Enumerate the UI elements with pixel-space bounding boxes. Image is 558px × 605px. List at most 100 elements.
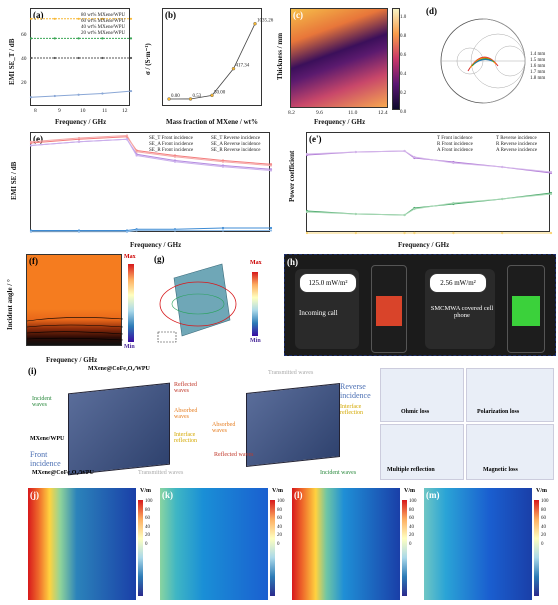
- field-colorbar: [270, 500, 275, 596]
- legend-item: SE_A Reverse incidence: [211, 142, 261, 147]
- panel-e2-xlabel: Frequency / GHz: [398, 241, 450, 249]
- data-point: [305, 231, 309, 235]
- panel-i-label: (i): [28, 366, 37, 376]
- data-point: [354, 150, 357, 154]
- front-label: Front incidence: [30, 450, 61, 468]
- data-point: [29, 230, 33, 233]
- data-point: [403, 149, 406, 153]
- top-label: MXene@CoFe₂O₄/WPU: [88, 366, 150, 372]
- data-point: [231, 66, 236, 71]
- panel-a: (a) 80 wt% MXene/WPU 60 wt% MXene/WPU 40…: [0, 0, 140, 130]
- data-label: 1035.26: [257, 19, 274, 24]
- legend-item: 1.4 mm: [530, 52, 546, 57]
- x-tick: 12.4: [378, 110, 388, 116]
- data-point: [413, 155, 416, 159]
- data-point: [413, 207, 416, 211]
- panel-e-ylabel: EMI SE / dB: [10, 161, 18, 200]
- data-point: [77, 17, 80, 20]
- data-point: [167, 97, 171, 101]
- absorbed-label: Absorbed waves: [174, 408, 198, 420]
- data-point: [549, 231, 553, 235]
- panel-a-plot: [29, 17, 133, 99]
- legend-item: T Front incidence: [437, 136, 473, 141]
- panel-e-xlabel: Frequency / GHz: [130, 241, 182, 249]
- cbar-tick: 100: [145, 499, 153, 504]
- cbar-tick: 80: [541, 507, 546, 513]
- cbar-tick: 1.0: [400, 15, 407, 20]
- data-point: [269, 229, 273, 232]
- mxwpu-label: MXene/WPU: [30, 436, 65, 442]
- panel-b-plot: 0.00 0.53 50.00 417.34 1035.26: [167, 19, 274, 101]
- cbar-tick: 100: [541, 499, 549, 504]
- legend-item: 40 wt% MXene/WPU: [81, 25, 126, 30]
- reflected-label: Reflected waves: [174, 382, 197, 394]
- cbar-tick: 20: [409, 533, 414, 539]
- panel-f: (f) Max Min Incident angle / ° Frequency…: [0, 250, 150, 368]
- series-line: [30, 90, 132, 98]
- panel-d-label: (d): [426, 6, 437, 16]
- cbar-tick: 80: [277, 507, 282, 513]
- field-l: (l): [292, 488, 400, 600]
- legend-item: R Front incidence: [437, 142, 473, 147]
- field-ticks: 100 80 60 40 20 0: [541, 498, 549, 550]
- panel-e2-label: (e'): [309, 134, 322, 144]
- data-point: [188, 97, 193, 101]
- cbar-tick: 60: [277, 516, 282, 522]
- cbar-max: Max: [250, 260, 262, 266]
- field-colorbar: [534, 500, 539, 596]
- panel-f-label: (f): [29, 256, 38, 266]
- data-point: [77, 230, 81, 233]
- data-point: [125, 134, 129, 137]
- panel-d-legend: 1.4 mm 1.5 mm 1.6 mm 1.7 mm 1.8 mm: [530, 52, 545, 82]
- data-point: [305, 210, 309, 214]
- cbar-tick: 0: [409, 541, 412, 547]
- panel-f-contours: [26, 317, 124, 341]
- data-point: [129, 56, 133, 60]
- cbar-tick: 60: [541, 516, 546, 522]
- panel-e2: (e') T Front incidence R Front incidence…: [280, 130, 558, 250]
- data-point: [135, 150, 138, 153]
- x-tick: 12: [122, 108, 128, 114]
- panel-b: (b) 0.00 0.53 50.00 417.34 1035.26 σ / (S·m⁻…: [140, 0, 274, 130]
- data-point: [125, 138, 129, 141]
- x-tick: 10: [80, 108, 86, 114]
- data-point: [501, 197, 504, 201]
- covered-phone-text: SMCMWA covered cell phone: [430, 305, 494, 319]
- data-point: [403, 213, 406, 217]
- data-point: [125, 230, 129, 233]
- reflected2-label: Reflected waves: [214, 452, 254, 458]
- data-point: [129, 17, 133, 20]
- tile-polar: Polarization loss: [466, 368, 554, 422]
- data-point: [29, 17, 33, 20]
- data-point: [501, 165, 504, 169]
- panel-c-cbar-ticks: 1.0 0.8 0.6 0.4 0.2 0.0: [400, 8, 406, 122]
- panel-l-label: (l): [294, 490, 303, 500]
- legend-item: T Reverse incidence: [496, 136, 537, 141]
- cbar-tick: 100: [409, 499, 417, 504]
- i-left-cube: [68, 382, 170, 476]
- cbar-tick: 0.2: [400, 91, 407, 96]
- data-point: [101, 92, 104, 95]
- panel-e-plot: [29, 134, 273, 233]
- data-label: 0.53: [193, 94, 202, 99]
- y-tick: 60: [21, 32, 27, 38]
- data-point: [129, 89, 133, 93]
- legend-item: 1.6 mm: [530, 64, 546, 69]
- legend-item: 20 wt% MXene/WPU: [81, 31, 126, 36]
- series-line: [306, 150, 552, 174]
- unit-label: V/m: [140, 488, 151, 494]
- data-point: [269, 164, 273, 167]
- field-ticks: 100 80 60 40 20 0: [409, 498, 417, 550]
- panel-e2-axes: (e') T Front incidence R Front incidence…: [305, 132, 553, 235]
- data-label: 0.00: [171, 94, 180, 99]
- bottom-label: MXene@CoFe₂O₄/WPU: [32, 470, 94, 476]
- data-point: [29, 144, 33, 147]
- data-point: [53, 94, 56, 98]
- data-point: [129, 37, 133, 40]
- data-point: [354, 212, 357, 216]
- x-tick: 8: [34, 108, 37, 114]
- data-point: [53, 17, 56, 20]
- legend-item: SE_T Reverse incidence: [211, 136, 261, 141]
- data-label: 50.00: [214, 90, 226, 95]
- data-point: [29, 96, 33, 99]
